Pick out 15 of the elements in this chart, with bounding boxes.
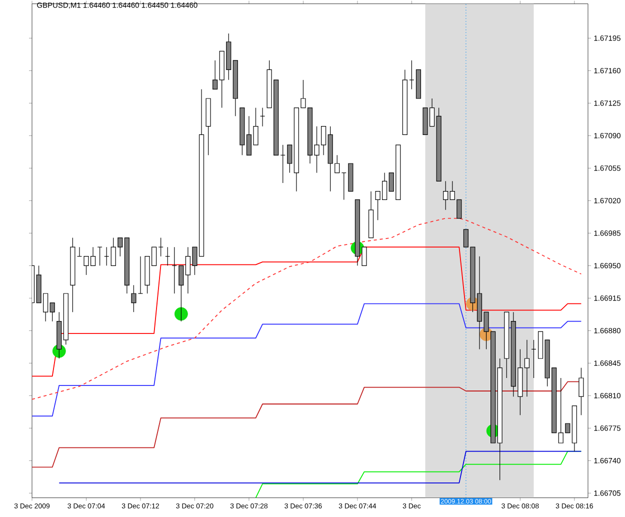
point (174, 307, 188, 321)
candlestick (158, 238, 164, 257)
candlestick (50, 302, 55, 322)
candlestick (178, 265, 184, 322)
line-series (32, 218, 582, 400)
candlestick (97, 246, 102, 266)
candlestick (443, 180, 448, 210)
line-series (32, 303, 582, 417)
candlestick (578, 368, 584, 416)
candlestick (212, 60, 218, 90)
candlestick (524, 340, 530, 397)
candlestick (131, 284, 136, 312)
candlestick (138, 256, 144, 294)
candlestick (287, 144, 292, 174)
candlestick (409, 60, 414, 90)
